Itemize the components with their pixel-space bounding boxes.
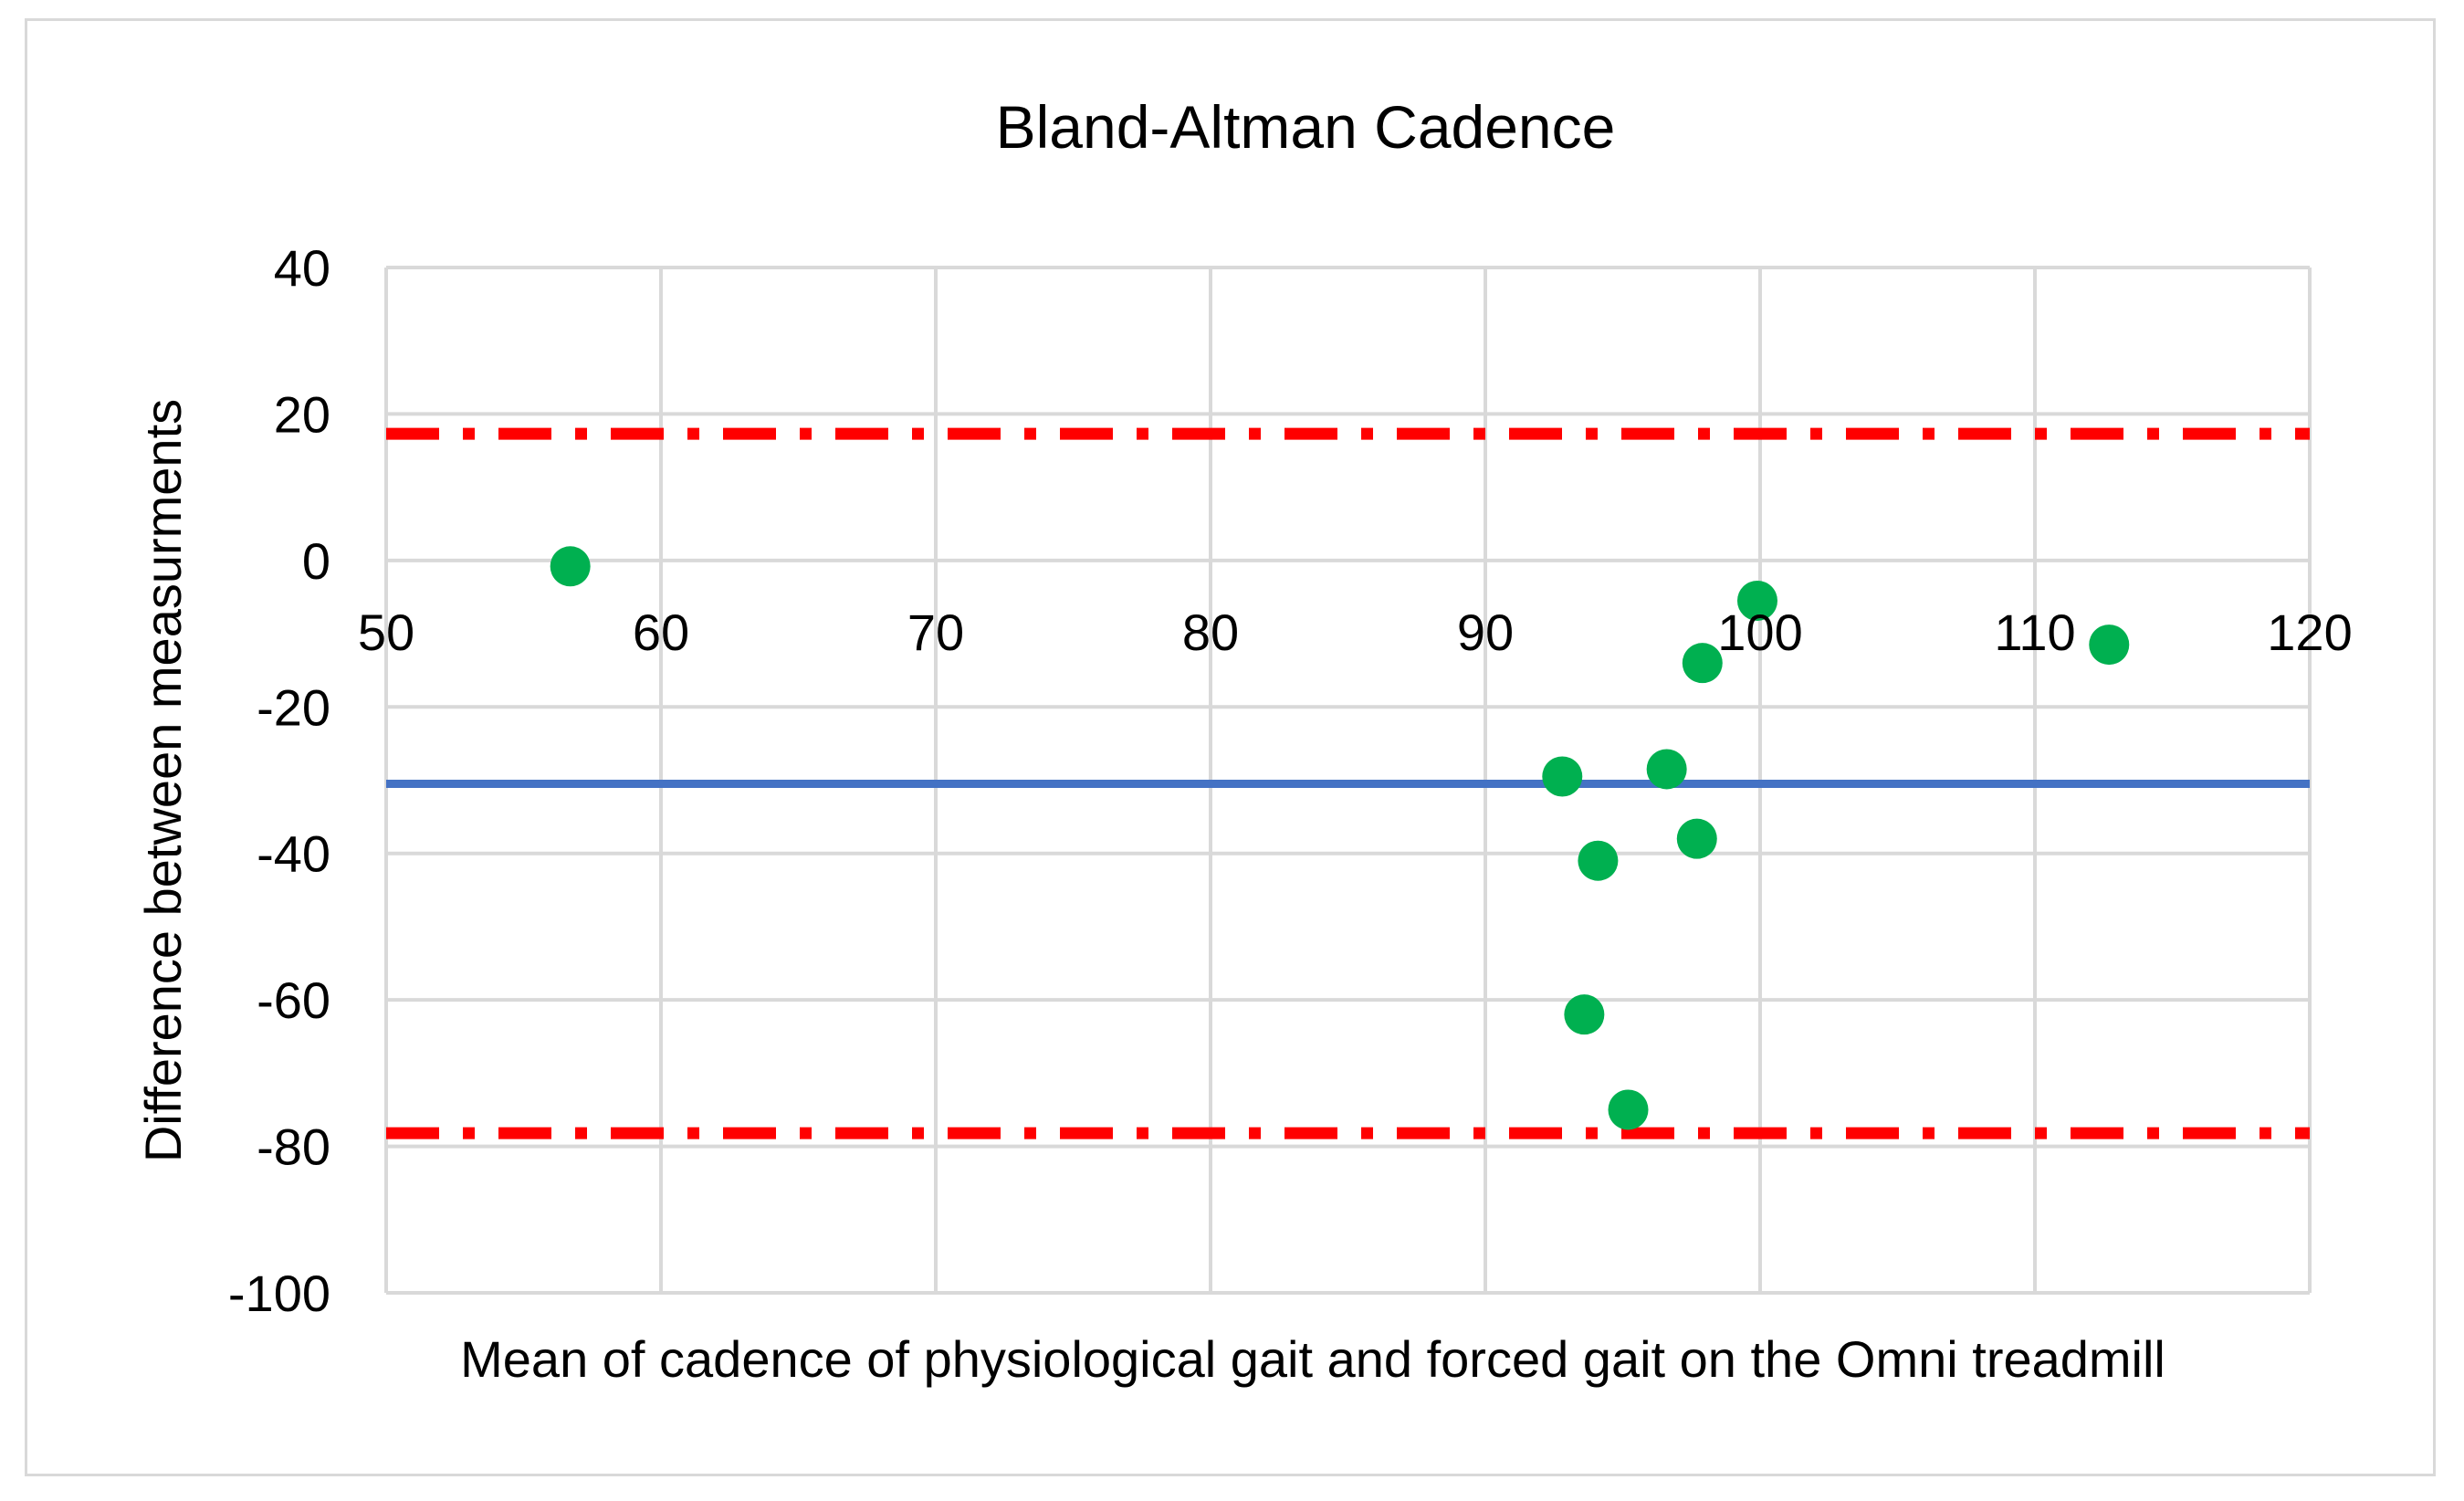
x-tick-label: 110 [1994, 604, 2075, 661]
x-tick-label: 50 [358, 604, 414, 661]
x-tick-label: 90 [1457, 604, 1514, 661]
y-tick-label: -40 [257, 825, 330, 883]
data-point [1608, 1089, 1649, 1130]
x-tick-label: 60 [633, 604, 689, 661]
x-tick-label: 80 [1182, 604, 1239, 661]
tick-labels: 50 60 70 80 90 100 110 120 40 20 0 -20 -40 -60 -80 -100 [228, 239, 2353, 1322]
y-tick-label: -80 [257, 1118, 330, 1176]
y-tick-label: 40 [274, 239, 330, 297]
y-tick-label: -20 [257, 678, 330, 736]
y-tick-label: 0 [302, 532, 330, 590]
y-tick-label: 20 [274, 385, 330, 443]
x-axis-title: Mean of cadence of physiological gait an… [460, 1330, 2165, 1388]
data-point [1578, 840, 1619, 881]
data-point [550, 546, 591, 587]
data-point [1736, 580, 1777, 621]
data-point [1564, 994, 1605, 1035]
y-tick-label: -60 [257, 971, 330, 1029]
y-tick-label: -100 [228, 1265, 330, 1322]
chart-title: Bland-Altman Cadence [996, 93, 1616, 161]
x-tick-label: 100 [1717, 604, 1802, 661]
reference-lines [386, 427, 2310, 1139]
data-point [1542, 756, 1583, 797]
chart-frame [25, 18, 2436, 1476]
data-points [550, 546, 2130, 1130]
data-point [1676, 818, 1717, 859]
data-point [1682, 643, 1723, 684]
y-axis-title: Difference between measurments [134, 399, 192, 1162]
x-tick-label: 70 [907, 604, 964, 661]
data-point [2089, 625, 2130, 666]
data-point [1646, 749, 1687, 790]
x-tick-label: 120 [2267, 604, 2352, 661]
